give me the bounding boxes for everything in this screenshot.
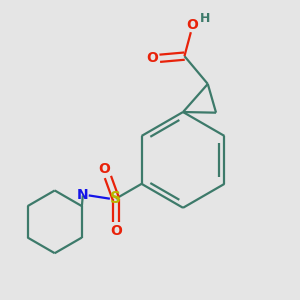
Text: O: O <box>147 51 158 65</box>
Text: O: O <box>110 224 122 238</box>
Text: S: S <box>110 191 121 206</box>
Text: O: O <box>187 18 198 32</box>
Text: N: N <box>77 188 88 203</box>
Text: O: O <box>99 162 110 176</box>
Text: H: H <box>200 12 210 25</box>
